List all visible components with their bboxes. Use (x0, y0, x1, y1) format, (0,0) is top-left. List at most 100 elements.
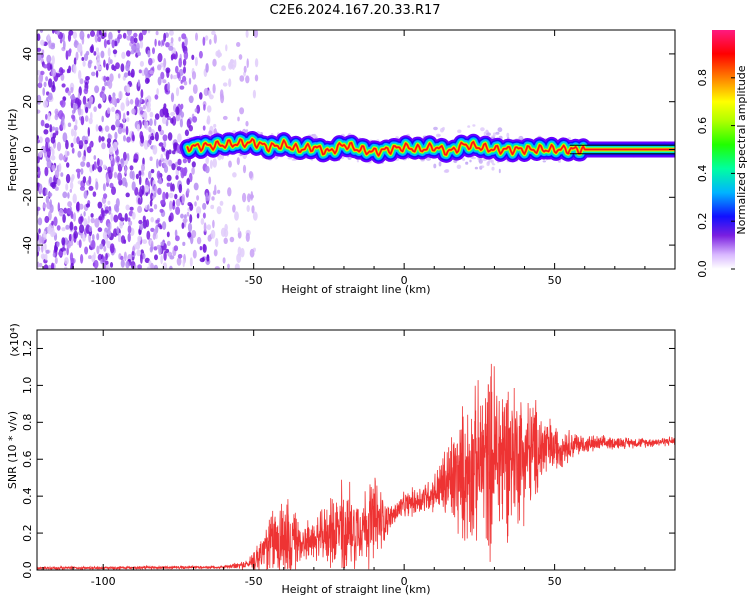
noise-speckle (60, 172, 64, 177)
noise-speckle (189, 214, 193, 224)
ridge-halo (471, 156, 477, 160)
noise-speckle (84, 115, 89, 122)
noise-speckle (194, 56, 198, 67)
colorbar-tick-label: 0.2 (696, 212, 709, 230)
noise-speckle (175, 168, 180, 177)
y-tick-label: 1.2 (21, 340, 34, 358)
noise-speckle (123, 72, 128, 78)
noise-speckle (222, 115, 228, 120)
noise-speckle (254, 58, 259, 68)
noise-speckle (37, 156, 40, 164)
noise-speckle (120, 235, 126, 244)
noise-speckle (168, 159, 173, 167)
ridge-halo (420, 159, 425, 162)
noise-speckle (115, 205, 120, 213)
noise-speckle (93, 252, 96, 261)
noise-speckle (80, 168, 84, 175)
noise-speckle (182, 241, 186, 246)
noise-speckle (139, 40, 144, 49)
noise-speckle (143, 120, 147, 129)
noise-speckle (137, 205, 143, 213)
noise-speckle (78, 140, 84, 149)
noise-speckle (171, 53, 176, 60)
noise-speckle (39, 70, 45, 76)
noise-speckle (237, 227, 241, 234)
noise-speckle (137, 235, 142, 242)
noise-speckle (163, 165, 169, 173)
noise-speckle (155, 219, 160, 224)
noise-speckle (203, 222, 207, 233)
noise-speckle (97, 65, 102, 71)
noise-speckle (90, 112, 93, 120)
noise-speckle (91, 71, 96, 77)
noise-speckle (165, 67, 171, 74)
noise-speckle (71, 109, 75, 114)
noise-speckle (252, 211, 258, 221)
noise-speckle (73, 225, 78, 231)
noise-speckle (40, 39, 45, 46)
noise-speckle (176, 257, 182, 266)
noise-speckle (205, 165, 210, 174)
noise-speckle (65, 183, 69, 191)
noise-speckle (157, 64, 162, 71)
noise-speckle (227, 187, 232, 197)
noise-speckle (138, 175, 142, 186)
noise-speckle (245, 120, 249, 127)
ridge-halo (491, 166, 495, 171)
noise-speckle (180, 103, 184, 110)
noise-speckle (147, 204, 150, 211)
noise-speckle (153, 229, 157, 236)
noise-speckle (141, 163, 145, 172)
noise-speckle (46, 148, 51, 158)
noise-speckle (103, 245, 107, 252)
noise-speckle (155, 30, 159, 36)
noise-speckle (88, 175, 92, 185)
noise-speckle (203, 88, 209, 96)
noise-speckle (66, 151, 70, 156)
noise-speckle (107, 133, 111, 139)
snr-y-multiplier: (x10⁴) (8, 323, 21, 357)
noise-speckle (153, 204, 158, 210)
noise-speckle (196, 195, 200, 201)
noise-speckle (170, 74, 173, 80)
noise-speckle (129, 99, 134, 105)
noise-speckle (252, 89, 256, 99)
noise-speckle (111, 106, 115, 112)
noise-speckle (61, 116, 65, 126)
noise-speckle (112, 141, 118, 152)
noise-speckle (211, 30, 216, 36)
noise-speckle (79, 186, 86, 191)
noise-speckle (49, 64, 53, 70)
noise-speckle (71, 147, 75, 154)
noise-speckle (50, 182, 56, 188)
noise-speckle (149, 111, 154, 118)
noise-speckle (71, 174, 75, 180)
noise-speckle (86, 161, 91, 168)
noise-speckle (133, 37, 138, 44)
noise-speckle (85, 76, 90, 81)
colorbar-tick-label: 0.0 (696, 260, 709, 278)
noise-speckle (107, 222, 111, 231)
spectrogram-ticks: -100 -50 0 50 40 20 0 -20 -40 (21, 30, 676, 287)
noise-speckle (38, 262, 43, 268)
noise-speckle (182, 218, 188, 223)
noise-speckle (149, 208, 154, 213)
ridge-halo (497, 127, 503, 133)
noise-speckle (144, 77, 150, 84)
noise-speckle (238, 54, 243, 60)
noise-speckle (174, 161, 179, 168)
noise-speckle (156, 88, 159, 96)
noise-speckle (221, 65, 227, 72)
noise-speckle (142, 104, 146, 110)
noise-speckle (37, 109, 41, 114)
noise-speckle (101, 93, 106, 102)
ridge-halo (474, 166, 478, 170)
noise-speckle (154, 113, 160, 120)
y-tick-label: 20 (21, 95, 34, 109)
colorbar: 0.0 0.2 0.4 0.6 0.8 Normalized spectral ampl… (696, 30, 748, 278)
noise-speckle (55, 186, 59, 191)
noise-speckle (175, 113, 180, 122)
noise-speckle (170, 92, 175, 103)
noise-speckle (134, 97, 140, 107)
